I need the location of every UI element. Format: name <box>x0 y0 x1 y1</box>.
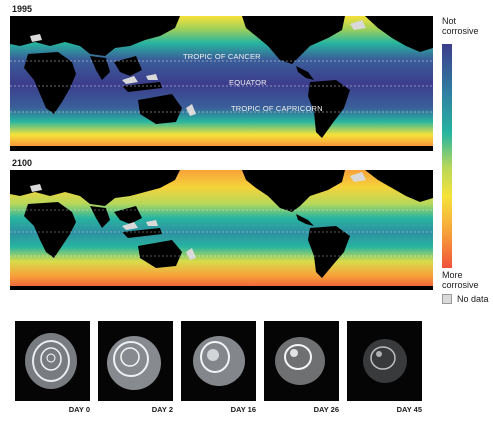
shell-photo-day-26 <box>264 321 339 401</box>
equator-label: EQUATOR <box>229 78 267 87</box>
map-2100-year-label: 2100 <box>12 158 33 168</box>
day-label: DAY 45 <box>396 405 422 414</box>
map-1995-canvas <box>10 16 433 151</box>
legend-top-label: Not corrosive <box>442 16 479 36</box>
day-label: DAY 0 <box>68 405 90 414</box>
shell-icon <box>363 339 407 383</box>
shell-icon <box>275 337 325 385</box>
day-label: DAY 2 <box>151 405 173 414</box>
no-data-legend: No data <box>442 294 489 304</box>
day-label: DAY 16 <box>230 405 256 414</box>
map-1995-year-label: 1995 <box>12 4 33 14</box>
shell-photo-day-45 <box>347 321 422 401</box>
map-2100 <box>10 170 433 290</box>
no-data-label: No data <box>457 294 489 304</box>
no-data-swatch <box>442 294 452 304</box>
map-2100-canvas <box>10 170 433 290</box>
tropic-of-capricorn-label: TROPIC OF CAPRICORN <box>231 104 323 113</box>
shell-icon <box>193 336 245 386</box>
map-1995: TROPIC OF CANCER EQUATOR TROPIC OF CAPRI… <box>10 16 433 151</box>
shell-icon <box>25 333 77 389</box>
shell-photo-day-16 <box>181 321 256 401</box>
day-label: DAY 26 <box>313 405 339 414</box>
tropic-of-cancer-label: TROPIC OF CANCER <box>183 52 261 61</box>
legend-color-bar <box>442 44 452 268</box>
shell-photo-day-2 <box>98 321 173 401</box>
legend-bottom-label: More corrosive <box>442 270 479 290</box>
shell-photo-day-0 <box>15 321 90 401</box>
shell-icon <box>107 336 161 390</box>
